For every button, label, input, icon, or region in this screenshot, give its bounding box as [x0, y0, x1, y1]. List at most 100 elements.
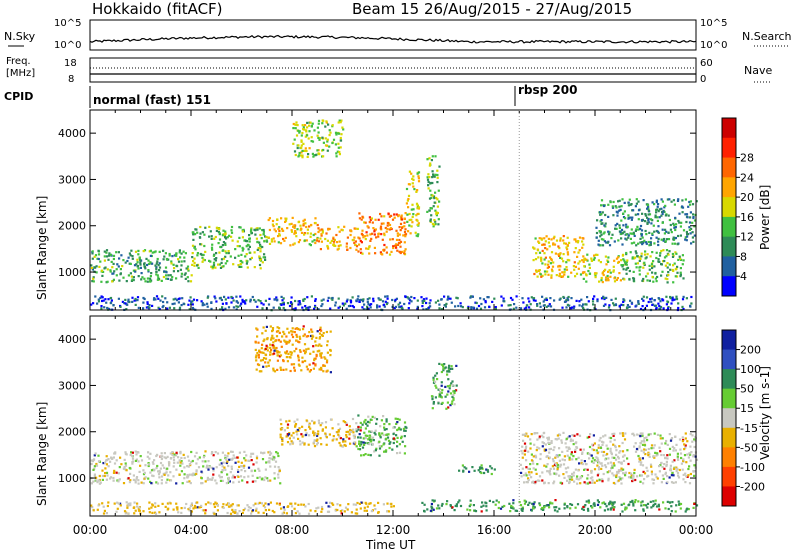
echo-cell	[276, 359, 279, 362]
echo-cell	[622, 434, 625, 437]
echo-cell	[210, 466, 213, 469]
echo-cell	[190, 461, 193, 464]
echo-cell	[509, 296, 513, 300]
echo-cell	[569, 439, 572, 443]
echo-cell	[148, 511, 151, 514]
echo-cell	[214, 501, 217, 504]
echo-cell	[649, 218, 653, 221]
echo-cell	[430, 505, 433, 508]
echo-cell	[641, 464, 645, 467]
echo-cell	[426, 176, 429, 179]
echo-cell	[648, 268, 651, 271]
echo-cell	[192, 238, 195, 241]
echo-cell	[264, 468, 267, 471]
echo-cell	[587, 300, 590, 303]
echo-cell	[399, 229, 402, 232]
echo-cell	[357, 243, 361, 246]
echo-cell	[241, 479, 244, 482]
echo-cell	[657, 210, 660, 213]
echo-cell	[566, 449, 569, 452]
echo-cell	[182, 453, 185, 456]
echo-cell	[361, 423, 364, 426]
echo-cell	[302, 325, 305, 328]
echo-cell	[371, 415, 374, 418]
echo-cell	[451, 367, 454, 370]
echo-cell	[485, 505, 488, 508]
echo-cell	[202, 456, 205, 459]
echo-cell	[206, 305, 209, 308]
echo-cell	[672, 481, 675, 484]
echo-cell	[639, 435, 642, 438]
echo-cell	[285, 342, 288, 345]
colorbar-cell	[722, 349, 736, 370]
echo-cell	[163, 452, 166, 455]
echo-cell	[294, 231, 297, 234]
echo-cell	[148, 457, 151, 460]
echo-cell	[183, 506, 186, 509]
echo-cell	[411, 203, 414, 206]
echo-cell	[247, 248, 250, 251]
echo-cell	[454, 305, 457, 308]
echo-cell	[562, 295, 565, 299]
echo-cell	[650, 263, 654, 266]
echo-cell	[405, 187, 409, 191]
echo-cell	[607, 279, 610, 282]
echo-cell	[329, 348, 332, 352]
echo-cell	[529, 303, 532, 306]
echo-cell	[332, 138, 336, 141]
echo-cell	[175, 264, 178, 267]
echo-cell	[395, 246, 398, 249]
echo-cell	[357, 250, 360, 253]
echo-cell	[138, 257, 141, 260]
echo-cell	[561, 450, 564, 453]
echo-cell	[567, 275, 570, 278]
echo-cell	[196, 252, 199, 255]
echo-cell	[299, 350, 302, 353]
echo-cell	[661, 474, 664, 477]
echo-cell	[651, 265, 654, 268]
echo-cell	[600, 297, 604, 300]
echo-cell	[180, 470, 183, 473]
echo-cell	[672, 222, 675, 225]
echo-cell	[171, 275, 174, 279]
echo-cell	[605, 444, 608, 447]
echo-cell	[326, 344, 329, 347]
echo-cell	[552, 242, 555, 245]
echo-cell	[436, 176, 439, 179]
echo-cell	[561, 306, 564, 309]
echo-cell	[149, 254, 152, 257]
echo-cell	[679, 273, 682, 276]
echo-cell	[337, 142, 340, 145]
echo-cell	[275, 223, 278, 226]
echo-cell	[368, 434, 372, 437]
echo-cell	[362, 454, 365, 457]
echo-cell	[138, 470, 141, 473]
echo-cell	[607, 233, 611, 236]
echo-cell	[624, 471, 627, 474]
echo-cell	[591, 448, 594, 451]
echo-cell	[148, 501, 151, 504]
echo-cell	[353, 241, 356, 245]
echo-cell	[253, 251, 256, 254]
echo-cell	[543, 270, 547, 273]
echo-cell	[609, 450, 612, 453]
echo-cell	[664, 240, 667, 243]
echo-cell	[155, 262, 158, 265]
echo-cell	[279, 340, 282, 343]
echo-cell	[259, 267, 262, 270]
echo-cell	[582, 243, 585, 246]
echo-cell	[480, 505, 483, 508]
echo-cell	[189, 482, 192, 485]
echo-cell	[155, 270, 158, 273]
echo-cell	[279, 368, 283, 371]
echo-cell	[322, 332, 325, 335]
echo-cell	[542, 508, 545, 511]
echo-cell	[566, 244, 569, 247]
echo-cell	[599, 446, 603, 449]
echo-cell	[368, 443, 371, 446]
echo-cell	[240, 461, 243, 464]
echo-cell	[664, 442, 667, 445]
echo-cell	[534, 456, 538, 459]
echo-cell	[386, 295, 389, 298]
echo-cell	[210, 237, 213, 240]
